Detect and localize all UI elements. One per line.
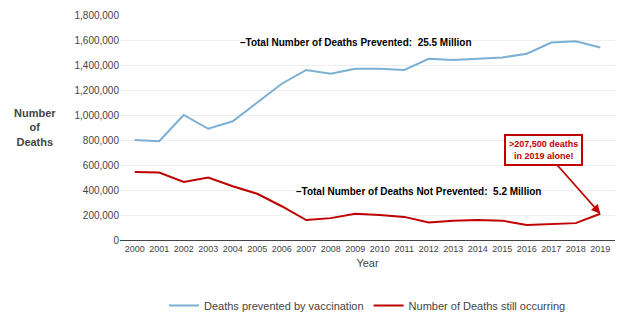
svg-text:2007: 2007 <box>296 244 316 254</box>
svg-text:2011: 2011 <box>395 244 414 254</box>
svg-text:2016: 2016 <box>517 244 537 254</box>
svg-text:600,000: 600,000 <box>83 160 120 171</box>
svg-text:1,800,000: 1,800,000 <box>75 10 120 21</box>
svg-text:2014: 2014 <box>468 244 488 254</box>
svg-text:NumberofDeaths: NumberofDeaths <box>14 107 56 148</box>
svg-text:0: 0 <box>113 235 119 246</box>
svg-text:2010: 2010 <box>370 244 390 254</box>
svg-text:Deaths prevented by vaccinatio: Deaths prevented by vaccination <box>204 300 364 312</box>
svg-text:2009: 2009 <box>345 244 365 254</box>
svg-text:2001: 2001 <box>149 244 169 254</box>
svg-text:Number of Deaths still occurri: Number of Deaths still occurring <box>409 300 566 312</box>
svg-text:200,000: 200,000 <box>83 210 120 221</box>
svg-text:1,000,000: 1,000,000 <box>75 110 120 121</box>
svg-text:2003: 2003 <box>198 244 218 254</box>
svg-text:1,200,000: 1,200,000 <box>75 85 120 96</box>
svg-text:>207,500 deathsin 2019 alone!: >207,500 deathsin 2019 alone! <box>509 139 578 161</box>
svg-text:–Total Number of Deaths Preven: –Total Number of Deaths Prevented: 25.5 … <box>240 37 472 48</box>
svg-text:2004: 2004 <box>223 244 243 254</box>
svg-text:2002: 2002 <box>174 244 194 254</box>
svg-text:2006: 2006 <box>272 244 292 254</box>
svg-text:1,600,000: 1,600,000 <box>75 35 120 46</box>
svg-text:2018: 2018 <box>566 244 586 254</box>
svg-text:2000: 2000 <box>125 244 145 254</box>
svg-text:2015: 2015 <box>492 244 512 254</box>
svg-text:400,000: 400,000 <box>83 185 120 196</box>
svg-text:2017: 2017 <box>541 244 561 254</box>
svg-text:Year: Year <box>356 257 379 269</box>
svg-text:1,400,000: 1,400,000 <box>75 60 120 71</box>
svg-text:2012: 2012 <box>419 244 439 254</box>
svg-text:–Total Number of Deaths Not Pr: –Total Number of Deaths Not Prevented: 5… <box>296 186 541 197</box>
svg-text:2013: 2013 <box>443 244 463 254</box>
svg-text:2008: 2008 <box>321 244 341 254</box>
svg-text:2005: 2005 <box>247 244 267 254</box>
svg-text:800,000: 800,000 <box>83 135 120 146</box>
svg-text:2019: 2019 <box>590 244 610 254</box>
